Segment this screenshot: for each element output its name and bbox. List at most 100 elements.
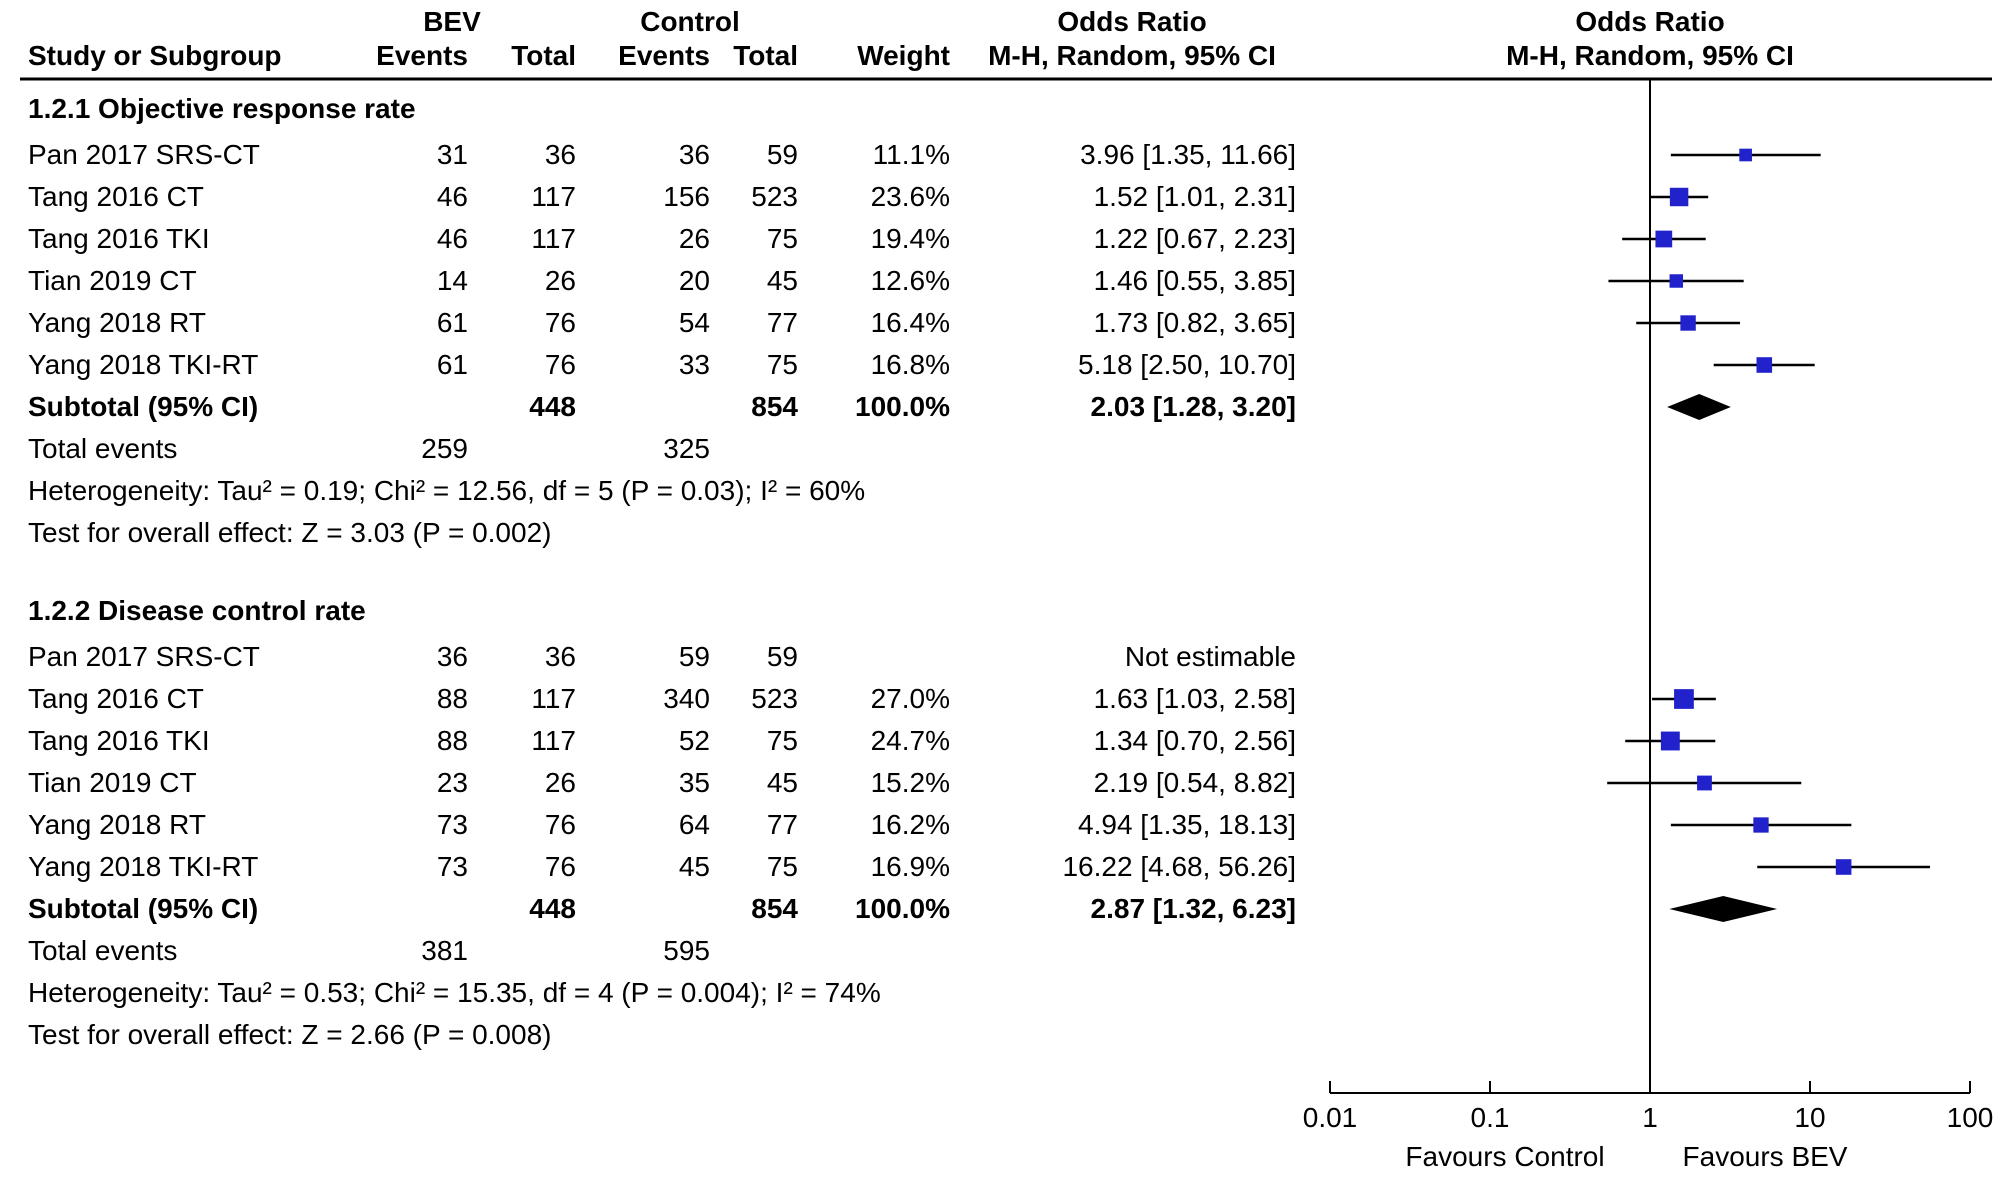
- overall-effect-row: Test for overall effect: Z = 2.66 (P = 0…: [0, 1014, 2005, 1056]
- subtotal-or-ci-text: 2.87 [1.32, 6.23]: [1090, 893, 1296, 924]
- study-name: Pan 2017 SRS-CT: [28, 641, 260, 672]
- total-events-bev: 381: [421, 935, 468, 966]
- favours-bev-label: Favours BEV: [1682, 1141, 1848, 1172]
- control-total-value: 59: [766, 641, 798, 672]
- study-column-header: Study or Subgroup: [28, 40, 282, 71]
- or-ci-text: 1.22 [0.67, 2.23]: [1093, 223, 1296, 254]
- study-name: Tang 2016 TKI: [28, 223, 210, 254]
- favours-control-label: Favours Control: [1405, 1141, 1605, 1172]
- subtotal-control-total: 854: [751, 893, 798, 924]
- or-ci-text: 1.63 [1.03, 2.58]: [1093, 683, 1296, 714]
- control-events-value: 54: [678, 307, 710, 338]
- control-events-column-header: Events: [618, 40, 710, 71]
- control-events-value: 59: [678, 641, 710, 672]
- weight-value: 15.2%: [870, 767, 950, 798]
- control-events-value: 33: [678, 349, 710, 380]
- bev-events-value: 73: [436, 809, 468, 840]
- subtotal-bev-total: 448: [529, 893, 576, 924]
- control-total-value: 45: [766, 265, 798, 296]
- bev-total-value: 117: [531, 181, 576, 212]
- bev-events-value: 61: [436, 349, 468, 380]
- header-row-groups: BEV Control Odds Ratio Odds Ratio: [0, 4, 2005, 40]
- header-row-columns: Study or Subgroup Events Total Events To…: [0, 38, 2005, 74]
- subtotal-control-total: 854: [751, 391, 798, 422]
- study-row: Yang 2018 TKI-RT 73 76 45 75 16.9% 16.22 [4.68…: [0, 846, 2005, 888]
- total-events-row: Total events 381 595: [0, 930, 2005, 972]
- control-events-value: 35: [678, 767, 710, 798]
- total-events-label: Total events: [28, 433, 178, 464]
- bev-total-value: 117: [531, 683, 576, 714]
- bev-events-value: 88: [436, 683, 468, 714]
- study-row: Tang 2016 TKI 46 117 26 75 19.4% 1.22 [0.67, 2…: [0, 218, 2005, 260]
- axis-tick-label: 0.01: [1302, 1102, 1358, 1133]
- study-row: Tian 2019 CT 23 26 35 45 15.2% 2.19 [0.54, 8.8…: [0, 762, 2005, 804]
- control-events-value: 52: [678, 725, 710, 756]
- bev-events-value: 46: [436, 181, 468, 212]
- overall-effect-text: Test for overall effect: Z = 2.66 (P = 0…: [28, 1019, 552, 1050]
- bev-total-value: 117: [531, 223, 576, 254]
- control-total-value: 523: [751, 683, 798, 714]
- axis-tick-label: 1: [1642, 1102, 1658, 1133]
- bev-events-value: 73: [436, 851, 468, 882]
- bev-events-value: 31: [436, 139, 468, 170]
- heterogeneity-text: Heterogeneity: Tau² = 0.19; Chi² = 12.56…: [28, 475, 866, 506]
- study-name: Tang 2016 TKI: [28, 725, 210, 756]
- bev-total-value: 76: [544, 851, 576, 882]
- or-ci-text: 4.94 [1.35, 18.13]: [1078, 809, 1296, 840]
- or-ci-text: 5.18 [2.50, 10.70]: [1078, 349, 1296, 380]
- or-ci-text: 1.52 [1.01, 2.31]: [1093, 181, 1296, 212]
- study-name: Tian 2019 CT: [28, 767, 197, 798]
- weight-value: 16.2%: [870, 809, 950, 840]
- study-row: Pan 2017 SRS-CT 31 36 36 59 11.1% 3.96 [1.35, …: [0, 134, 2005, 176]
- bev-events-value: 61: [436, 307, 468, 338]
- control-total-value: 77: [766, 809, 798, 840]
- overall-effect-row: Test for overall effect: Z = 3.03 (P = 0…: [0, 512, 2005, 554]
- weight-value: 12.6%: [870, 265, 950, 296]
- subtotal-label: Subtotal (95% CI): [28, 391, 259, 422]
- study-name: Yang 2018 RT: [28, 307, 206, 338]
- bev-group-header: BEV: [423, 6, 481, 37]
- total-events-control: 325: [663, 433, 710, 464]
- or-ci-text: 3.96 [1.35, 11.66]: [1080, 139, 1296, 170]
- study-row: Tang 2016 CT 88 117 340 523 27.0% 1.63 [1.03, …: [0, 678, 2005, 720]
- section-title-row: 1.2.1 Objective response rate: [0, 88, 2005, 130]
- overall-effect-text: Test for overall effect: Z = 3.03 (P = 0…: [28, 517, 552, 548]
- subtotal-bev-total: 448: [529, 391, 576, 422]
- control-total-value: 75: [766, 725, 798, 756]
- weight-value: 16.9%: [870, 851, 950, 882]
- mh-random-ci-plot-header: M-H, Random, 95% CI: [1506, 40, 1794, 71]
- or-ci-text: 1.34 [0.70, 2.56]: [1093, 725, 1296, 756]
- control-events-value: 45: [678, 851, 710, 882]
- control-events-value: 156: [663, 181, 710, 212]
- total-events-bev: 259: [421, 433, 468, 464]
- bev-events-value: 46: [436, 223, 468, 254]
- control-events-value: 26: [678, 223, 710, 254]
- axis-tick-label: 0.1: [1470, 1102, 1510, 1133]
- control-total-value: 45: [766, 767, 798, 798]
- section-title: 1.2.1 Objective response rate: [28, 93, 416, 124]
- subtotal-weight: 100.0%: [855, 893, 950, 924]
- bev-events-value: 36: [436, 641, 468, 672]
- control-total-value: 59: [766, 139, 798, 170]
- bev-total-column-header: Total: [511, 40, 576, 71]
- weight-value: [800, 636, 950, 678]
- study-row: Pan 2017 SRS-CT 36 36 59 59 Not estimable: [0, 636, 2005, 678]
- section-title: 1.2.2 Disease control rate: [28, 595, 366, 626]
- weight-value: 16.4%: [870, 307, 950, 338]
- weight-value: 16.8%: [870, 349, 950, 380]
- total-events-row: Total events 259 325: [0, 428, 2005, 470]
- bev-total-value: 36: [544, 641, 576, 672]
- bev-total-value: 76: [544, 307, 576, 338]
- control-total-column-header: Total: [733, 40, 798, 71]
- control-events-value: 340: [663, 683, 710, 714]
- weight-value: 11.1%: [872, 139, 950, 170]
- or-ci-text: 1.46 [0.55, 3.85]: [1093, 265, 1296, 296]
- bev-events-value: 14: [436, 265, 468, 296]
- study-name: Yang 2018 TKI-RT: [28, 349, 259, 380]
- bev-total-value: 117: [531, 725, 576, 756]
- weight-value: 27.0%: [870, 683, 950, 714]
- bev-events-value: 23: [436, 767, 468, 798]
- study-name: Tian 2019 CT: [28, 265, 197, 296]
- control-group-header: Control: [640, 6, 740, 37]
- control-events-value: 36: [678, 139, 710, 170]
